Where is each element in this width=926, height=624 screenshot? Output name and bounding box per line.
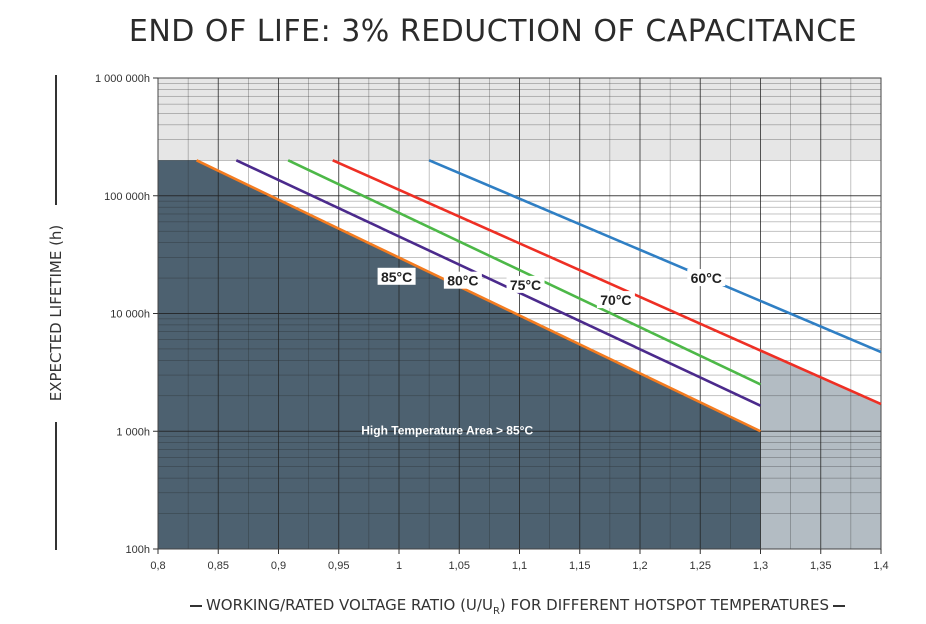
series-label-85c: 85°C	[381, 269, 412, 285]
grid-lines	[157, 77, 882, 550]
series-lines	[195, 159, 882, 433]
x-tick-label: 0,95	[328, 560, 349, 572]
y-axis-label-group: EXPECTED LIFETIME (h)	[42, 75, 70, 550]
x-tick-label: 1,4	[873, 560, 888, 572]
series-label-70c: 70°C	[600, 292, 631, 308]
series-label-80c: 80°C	[447, 273, 478, 289]
series-line-75c	[287, 159, 762, 386]
y-tick-label: 10 000h	[110, 309, 150, 321]
x-tick-label: 1,2	[632, 560, 647, 572]
x-tick-label: 1,3	[753, 560, 768, 572]
series-label-bg-60c	[687, 269, 726, 287]
chart-title: END OF LIFE: 3% REDUCTION OF CAPACITANCE	[128, 14, 858, 49]
series-line-60c	[428, 159, 882, 354]
series-labels: 60°C 70°C 75°C 80°C 85°C	[377, 267, 726, 309]
x-tick-label: 1,05	[449, 560, 470, 572]
y-tick-label: 1 000h	[116, 426, 150, 438]
y-axis-label-bar-bottom	[55, 422, 57, 550]
x-tick-label: 1,25	[690, 560, 711, 572]
x-axis-label-prefix: WORKING/RATED VOLTAGE RATIO (U/U	[205, 596, 493, 614]
x-axis-label-subscript: R	[492, 606, 500, 617]
series-line-80c	[235, 159, 762, 407]
x-tick-label: 0,85	[208, 560, 229, 572]
series-label-bg-85c	[377, 267, 416, 285]
x-tick-label: 0,8	[150, 560, 165, 572]
series-label-bg-80c	[443, 271, 482, 289]
y-axis-label-bar-top	[55, 75, 57, 205]
high-temperature-area-label: High Temperature Area > 85°C	[361, 423, 533, 437]
y-tick-label: 1 000 000h	[95, 73, 150, 85]
series-label-bg-75c	[506, 275, 545, 293]
x-tick-label: 0,9	[271, 560, 286, 572]
x-tick-label: 1,15	[569, 560, 590, 572]
y-tick-label: 100 000h	[104, 191, 150, 203]
tick-labels: 0,8 0,85 0,9 0,95 1 1,05 1,1 1,15 1,2 1,25 1,3 1,35…	[95, 73, 889, 572]
series-line-70c	[332, 159, 882, 406]
x-axis-label-suffix: ) FOR DIFFERENT HOTSPOT TEMPERATURES	[499, 596, 830, 614]
series-label-60c: 60°C	[691, 270, 722, 286]
series-line-85c	[195, 159, 762, 433]
x-axis-label: WORKING/RATED VOLTAGE RATIO (U/UR) FOR D…	[150, 596, 885, 617]
x-axis-label-dash-right	[833, 604, 846, 607]
x-tick-label: 1,35	[810, 560, 831, 572]
y-tick-label: 100h	[126, 544, 150, 556]
x-tick-label: 1,1	[512, 560, 527, 572]
series-label-bg-70c	[596, 291, 635, 309]
series-label-75c: 75°C	[510, 277, 541, 293]
x-axis-label-dash-left	[189, 604, 202, 607]
x-tick-label: 1	[396, 560, 402, 572]
